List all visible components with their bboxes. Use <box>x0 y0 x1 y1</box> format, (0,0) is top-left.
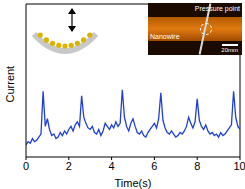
svg-text:6: 6 <box>151 160 157 172</box>
svg-text:8: 8 <box>194 160 200 172</box>
svg-text:0: 0 <box>23 160 29 172</box>
html-text:20mm: 20mm <box>221 47 238 53</box>
svg-text:10: 10 <box>233 160 237 172</box>
svg-text:2: 2 <box>66 160 72 172</box>
html-text:Pressure point: Pressure point <box>194 5 240 12</box>
svg-text:4: 4 <box>109 160 115 172</box>
svg-text:Current: Current <box>8 66 16 103</box>
html-text:Nanowire: Nanowire <box>150 33 180 40</box>
svg-text:Time(s): Time(s) <box>115 177 152 189</box>
